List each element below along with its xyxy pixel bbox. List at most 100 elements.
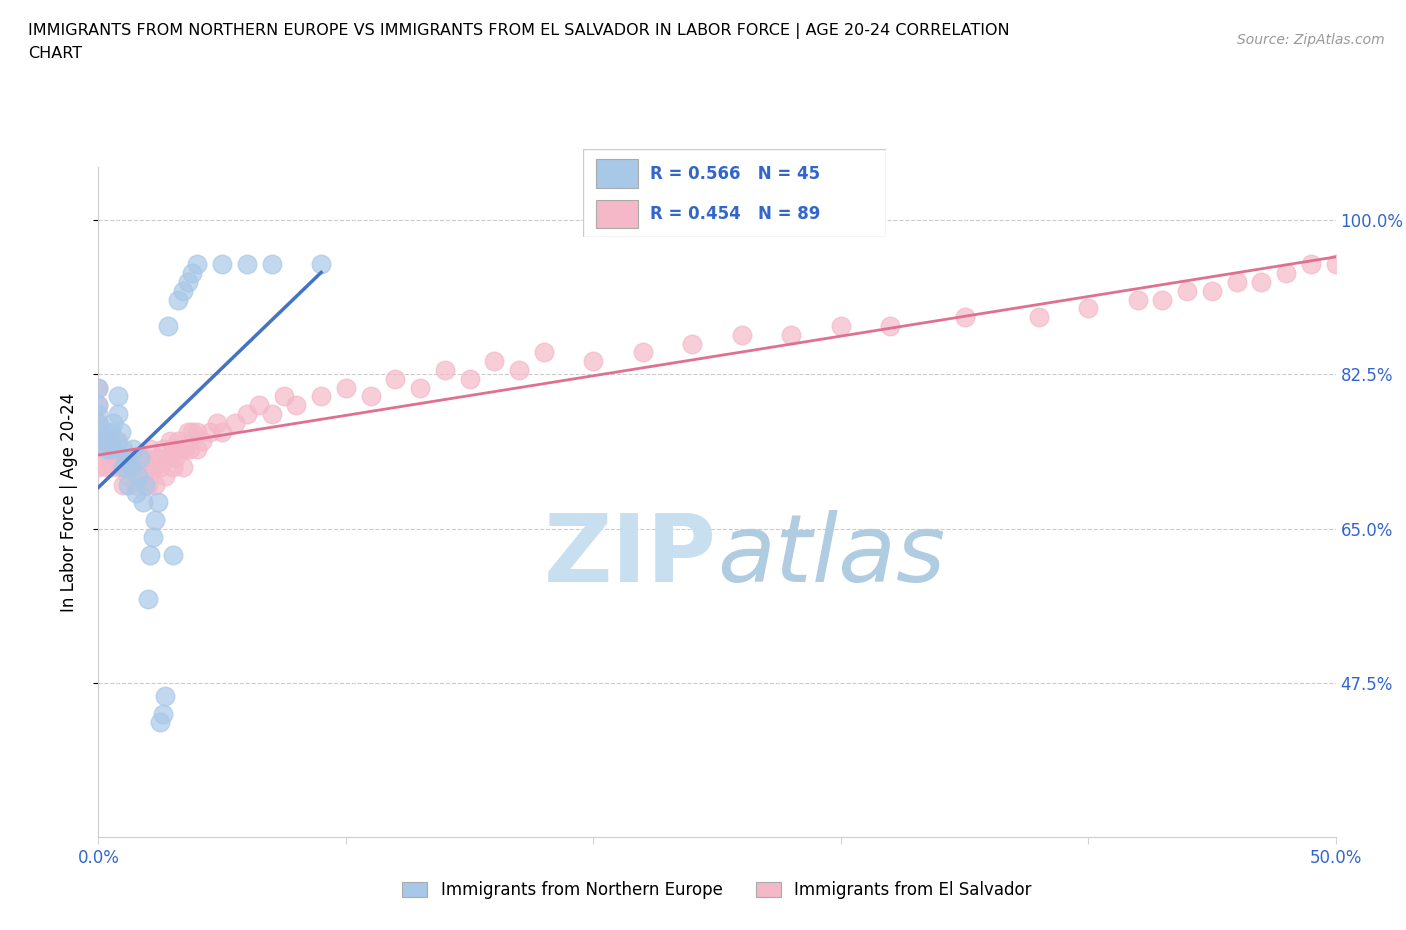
Point: [247, 398, 270, 413]
Point: [127, 469, 149, 484]
Point: [172, 284, 194, 299]
Point: [156, 319, 179, 334]
Point: [134, 477, 156, 492]
Point: [205, 416, 228, 431]
Point: [953, 310, 976, 325]
Point: [146, 495, 169, 510]
Point: [104, 451, 127, 466]
Point: [142, 459, 165, 474]
Point: [120, 459, 142, 474]
Point: [176, 424, 198, 439]
Point: [879, 319, 901, 334]
Point: [360, 389, 382, 404]
Point: [136, 459, 159, 474]
Point: [87, 442, 110, 457]
Point: [120, 451, 142, 466]
Point: [309, 257, 332, 272]
Point: [122, 459, 145, 474]
Point: [631, 345, 654, 360]
Point: [186, 257, 208, 272]
Point: [155, 469, 177, 484]
Point: [97, 433, 120, 448]
Point: [156, 451, 179, 466]
Point: [285, 398, 308, 413]
Point: [87, 433, 110, 448]
Point: [152, 442, 174, 457]
Point: [103, 416, 125, 431]
Point: [273, 389, 295, 404]
Point: [142, 530, 165, 545]
Point: [129, 451, 152, 466]
Point: [149, 459, 172, 474]
Point: [87, 398, 110, 413]
Point: [1324, 257, 1347, 272]
Point: [191, 433, 214, 448]
Point: [260, 406, 283, 421]
Point: [162, 548, 184, 563]
Point: [97, 442, 120, 457]
FancyBboxPatch shape: [596, 200, 638, 228]
Point: [260, 257, 283, 272]
Point: [1250, 274, 1272, 289]
Point: [681, 336, 703, 351]
Point: [780, 327, 803, 342]
Point: [155, 688, 177, 703]
Y-axis label: In Labor Force | Age 20-24: In Labor Force | Age 20-24: [59, 392, 77, 612]
Point: [186, 442, 208, 457]
Point: [124, 486, 146, 501]
Point: [87, 398, 110, 413]
Point: [1126, 292, 1149, 307]
Point: [122, 442, 145, 457]
Point: [117, 469, 139, 484]
Point: [309, 389, 332, 404]
FancyBboxPatch shape: [583, 149, 886, 237]
Point: [1299, 257, 1322, 272]
Point: [107, 433, 129, 448]
Point: [94, 442, 117, 457]
Point: [87, 416, 110, 431]
Point: [1028, 310, 1050, 325]
Point: [149, 715, 172, 730]
Point: [172, 459, 194, 474]
Point: [114, 459, 136, 474]
Legend: Immigrants from Northern Europe, Immigrants from El Salvador: Immigrants from Northern Europe, Immigra…: [395, 874, 1039, 906]
Point: [104, 433, 127, 448]
Point: [129, 451, 152, 466]
Point: [458, 371, 481, 386]
Text: CHART: CHART: [28, 46, 82, 61]
Point: [87, 406, 110, 421]
Point: [186, 424, 208, 439]
Point: [143, 477, 166, 492]
Point: [107, 406, 129, 421]
Point: [87, 416, 110, 431]
Point: [114, 451, 136, 466]
Point: [731, 327, 754, 342]
Point: [162, 459, 184, 474]
Point: [1077, 301, 1099, 316]
Point: [176, 274, 198, 289]
Point: [87, 459, 110, 474]
Point: [224, 416, 246, 431]
Point: [169, 442, 191, 457]
Point: [136, 477, 159, 492]
Point: [110, 424, 132, 439]
Point: [87, 380, 110, 395]
FancyBboxPatch shape: [596, 159, 638, 188]
Point: [110, 451, 132, 466]
Text: R = 0.454   N = 89: R = 0.454 N = 89: [650, 206, 820, 223]
Point: [1152, 292, 1174, 307]
Point: [236, 257, 259, 272]
Point: [100, 433, 122, 448]
Point: [211, 257, 233, 272]
Point: [100, 424, 122, 439]
Point: [87, 380, 110, 395]
Point: [433, 363, 456, 378]
Point: [830, 319, 852, 334]
Point: [100, 442, 122, 457]
Text: Source: ZipAtlas.com: Source: ZipAtlas.com: [1237, 33, 1385, 46]
Text: R = 0.566   N = 45: R = 0.566 N = 45: [650, 165, 820, 182]
Point: [198, 424, 221, 439]
Point: [112, 459, 135, 474]
Text: ZIP: ZIP: [544, 510, 717, 602]
Point: [1175, 284, 1198, 299]
